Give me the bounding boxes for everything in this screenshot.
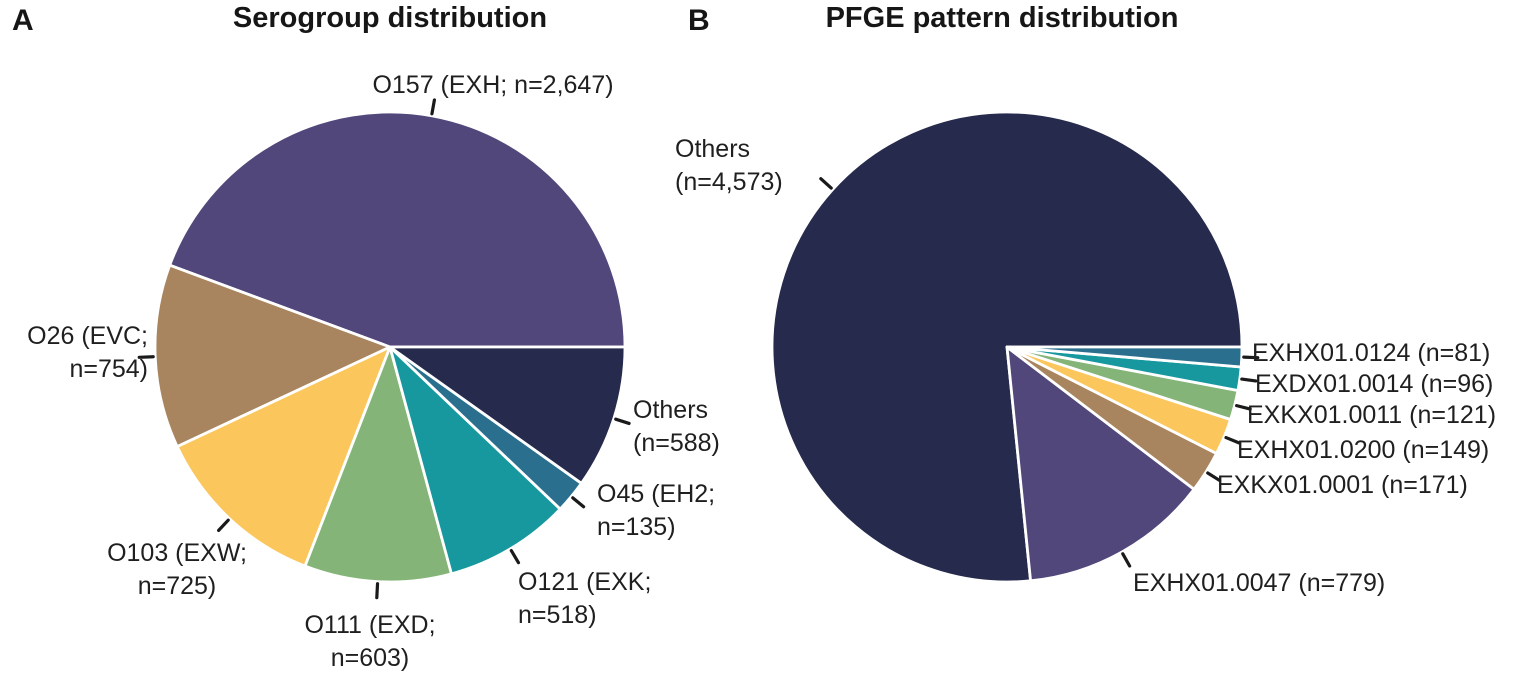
- pie-panel-b: [770, 110, 1260, 584]
- pie-slice: [303, 345, 453, 584]
- pie-panel-a: [137, 98, 631, 600]
- pie-b-label-exkx01-0011: EXKX01.0011 (n=121): [1247, 401, 1497, 429]
- pie-a-label-o45: O45 (EH2; n=135): [597, 480, 716, 541]
- label-leader-tick: [819, 177, 833, 190]
- label-leader-tick: [1224, 435, 1241, 445]
- label-leader-tick: [137, 355, 155, 359]
- pie-b-label-exdx01-0014: EXDX01.0014 (n=96): [1255, 370, 1494, 398]
- pie-b-label-others: Others (n=4,573): [675, 135, 783, 196]
- label-leader-tick: [1235, 404, 1252, 411]
- pie-slice: [1005, 345, 1244, 369]
- pie-a-label-o121: O121 (EXK; n=518): [518, 568, 652, 629]
- pie-slice: [388, 345, 627, 485]
- panel-b-title: PFGE pattern distribution: [825, 2, 1179, 34]
- pie-slice: [168, 110, 627, 349]
- pie-slice: [175, 345, 392, 568]
- pie-a-label-o157: O157 (EXH; n=2,647): [372, 71, 614, 99]
- label-leader-tick: [1206, 471, 1222, 483]
- panel-b-letter: B: [688, 4, 710, 37]
- pie-a-label-o26: O26 (EVC; n=754): [27, 322, 148, 383]
- label-leader-tick: [375, 582, 380, 600]
- label-leader-tick: [1240, 377, 1258, 383]
- pie-a-label-o103: O103 (EXW; n=725): [107, 539, 247, 600]
- pie-a-label-others: Others (n=588): [633, 396, 720, 457]
- label-leader-tick: [509, 549, 521, 565]
- pie-slice: [1005, 345, 1196, 583]
- pie-b-label-exhx01-0200: EXHX01.0200 (n=149): [1237, 436, 1490, 464]
- pie-slice: [153, 263, 392, 449]
- label-leader-tick: [430, 98, 437, 116]
- label-leader-tick: [1242, 355, 1260, 360]
- pie-b-label-exkx01-0001: EXKX01.0001 (n=171): [1217, 471, 1468, 499]
- label-leader-tick: [571, 496, 586, 509]
- pie-slice: [388, 345, 562, 576]
- panel-a-title: Serogroup distribution: [232, 2, 548, 34]
- label-leader-tick: [614, 417, 631, 426]
- pie-b-label-exhx01-0047: EXHX01.0047 (n=779): [1133, 569, 1386, 597]
- label-leader-tick: [1121, 552, 1132, 568]
- panel-a-letter: A: [12, 4, 34, 37]
- label-leader-tick: [217, 518, 230, 533]
- pie-b-label-exhx01-0124: EXHX01.0124 (n=81): [1252, 339, 1491, 367]
- pie-a-label-o111: O111 (EXD; n=603): [304, 611, 436, 672]
